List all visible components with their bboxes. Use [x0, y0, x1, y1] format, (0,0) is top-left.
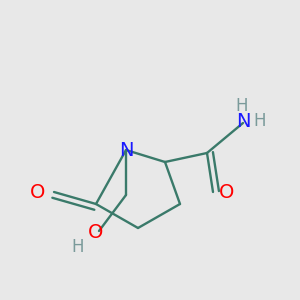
Text: O: O — [88, 223, 104, 242]
Text: O: O — [219, 182, 234, 202]
Text: N: N — [236, 112, 250, 131]
Text: H: H — [72, 238, 84, 256]
Text: O: O — [30, 182, 45, 202]
Text: H: H — [254, 112, 266, 130]
Text: H: H — [235, 97, 248, 115]
Text: N: N — [119, 140, 133, 160]
